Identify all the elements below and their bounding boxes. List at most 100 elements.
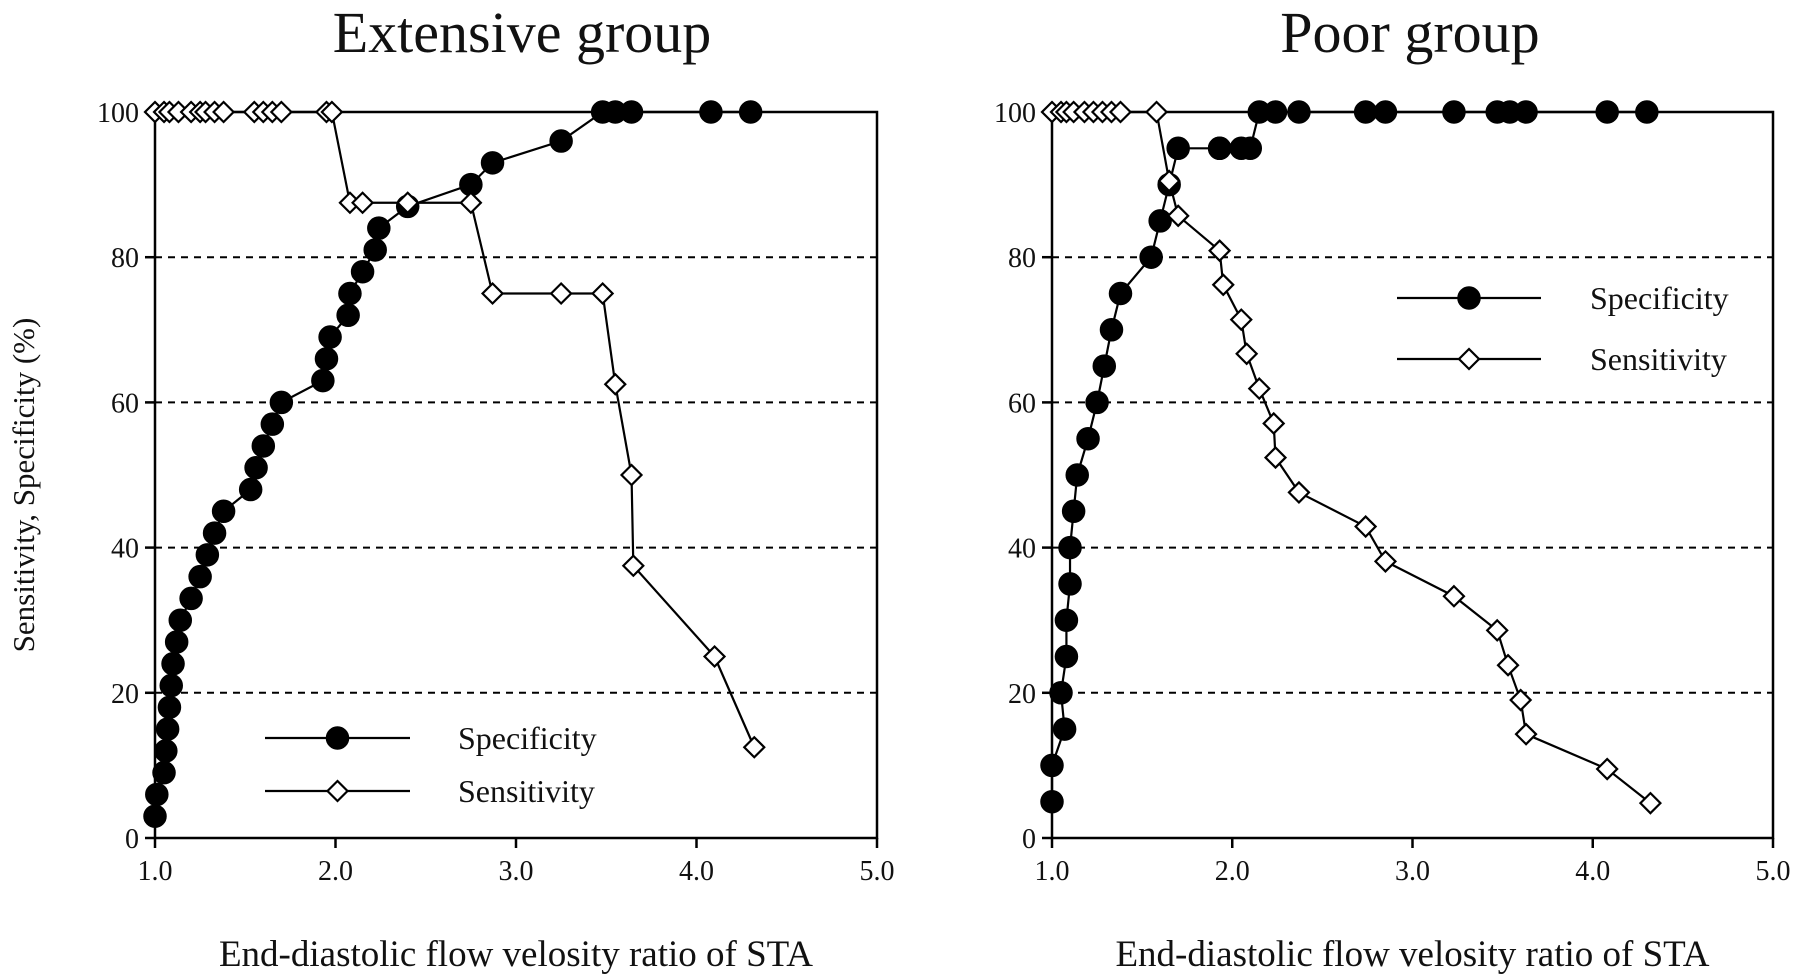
data-point bbox=[318, 325, 342, 349]
data-point bbox=[1208, 239, 1232, 263]
series-line bbox=[1050, 110, 1647, 802]
data-point bbox=[1108, 100, 1133, 124]
chart-title: Poor group bbox=[1280, 0, 1539, 65]
series-line bbox=[155, 110, 756, 748]
data-point bbox=[363, 238, 387, 262]
y-tick-label: 0 bbox=[125, 824, 139, 855]
series-sensitivity bbox=[1040, 100, 1662, 815]
data-point bbox=[480, 151, 505, 175]
x-tick-label: 4.0 bbox=[679, 856, 714, 887]
data-point bbox=[154, 739, 178, 763]
series-specificity bbox=[1040, 100, 1659, 814]
data-point bbox=[1287, 100, 1311, 124]
series-sensitivity bbox=[143, 100, 766, 759]
data-point bbox=[1485, 618, 1509, 642]
data-point bbox=[1166, 204, 1190, 228]
legend-label: Specificity bbox=[458, 720, 597, 756]
data-point bbox=[211, 499, 236, 524]
x-tick-label: 3.0 bbox=[1395, 856, 1430, 887]
data-point bbox=[459, 191, 483, 215]
data-point bbox=[1595, 100, 1619, 124]
data-point bbox=[351, 191, 375, 215]
data-point bbox=[1509, 688, 1533, 712]
data-point bbox=[1514, 722, 1538, 746]
data-point bbox=[621, 554, 645, 578]
chart-title: Extensive group bbox=[333, 0, 712, 65]
data-point bbox=[1496, 653, 1520, 677]
x-tick-label: 2.0 bbox=[1215, 856, 1250, 887]
data-point bbox=[1238, 136, 1263, 161]
data-point bbox=[338, 281, 362, 306]
data-point bbox=[1144, 100, 1169, 124]
data-point bbox=[1054, 608, 1079, 632]
data-point bbox=[1058, 535, 1082, 560]
data-point bbox=[179, 586, 203, 611]
data-point bbox=[155, 717, 180, 741]
legend-marker bbox=[1457, 286, 1481, 310]
legend-label: Specificity bbox=[1590, 280, 1729, 316]
data-point bbox=[619, 463, 644, 487]
x-axis-label: End-diastolic flow velosity ratio of STA bbox=[219, 934, 813, 975]
data-point bbox=[1263, 446, 1288, 470]
data-point bbox=[164, 630, 189, 654]
data-point bbox=[549, 129, 573, 153]
data-point bbox=[1353, 100, 1378, 124]
y-tick-label: 80 bbox=[1008, 243, 1036, 274]
data-point bbox=[1287, 480, 1311, 504]
data-point bbox=[238, 477, 263, 502]
data-point bbox=[1442, 584, 1466, 608]
data-point bbox=[738, 100, 763, 124]
data-point bbox=[311, 368, 335, 393]
data-point bbox=[152, 760, 176, 785]
y-tick-label: 100 bbox=[994, 98, 1036, 129]
y-tick-label: 20 bbox=[111, 679, 139, 710]
y-tick-label: 40 bbox=[111, 534, 139, 565]
legend: Specificity Sensitivity bbox=[265, 720, 597, 809]
data-point bbox=[161, 652, 185, 676]
data-point bbox=[1040, 753, 1064, 778]
data-point bbox=[159, 673, 183, 698]
data-point bbox=[260, 412, 285, 436]
data-point bbox=[603, 372, 627, 396]
x-tick-label: 5.0 bbox=[1756, 856, 1791, 887]
data-point bbox=[1207, 136, 1232, 161]
data-point bbox=[1514, 100, 1538, 124]
data-point bbox=[1211, 273, 1235, 297]
data-point bbox=[320, 100, 344, 124]
data-point bbox=[396, 191, 420, 215]
data-point bbox=[1052, 717, 1077, 741]
y-tick-label: 60 bbox=[111, 388, 139, 419]
data-point bbox=[202, 521, 227, 545]
data-point bbox=[251, 434, 276, 458]
data-point bbox=[1076, 426, 1100, 451]
y-tick-label: 40 bbox=[1008, 534, 1036, 565]
legend-label: Sensitivity bbox=[1590, 341, 1727, 377]
data-point bbox=[350, 259, 375, 284]
data-point bbox=[591, 281, 615, 306]
data-point bbox=[336, 303, 360, 328]
data-point bbox=[314, 347, 339, 371]
data-point bbox=[212, 100, 236, 124]
y-tick-label: 100 bbox=[97, 98, 139, 129]
data-point bbox=[1638, 791, 1662, 815]
data-point bbox=[1373, 549, 1398, 573]
data-point bbox=[1166, 136, 1190, 161]
data-point bbox=[269, 100, 293, 124]
x-tick-label: 2.0 bbox=[318, 856, 353, 887]
legend-marker bbox=[325, 726, 350, 750]
data-point bbox=[269, 390, 294, 415]
x-tick-label: 3.0 bbox=[499, 856, 534, 887]
data-point bbox=[1229, 308, 1253, 332]
data-point bbox=[1247, 377, 1271, 401]
data-point bbox=[1595, 757, 1619, 781]
data-point bbox=[1040, 789, 1064, 814]
data-point bbox=[1262, 411, 1286, 436]
series-line bbox=[153, 110, 751, 817]
data-point bbox=[1085, 390, 1109, 415]
data-point bbox=[168, 608, 193, 632]
x-tick-label: 5.0 bbox=[860, 856, 895, 887]
y-axis-label: Sensitivity, Specificity (%) bbox=[6, 318, 41, 653]
data-point bbox=[1058, 572, 1082, 596]
data-point bbox=[1263, 100, 1288, 124]
